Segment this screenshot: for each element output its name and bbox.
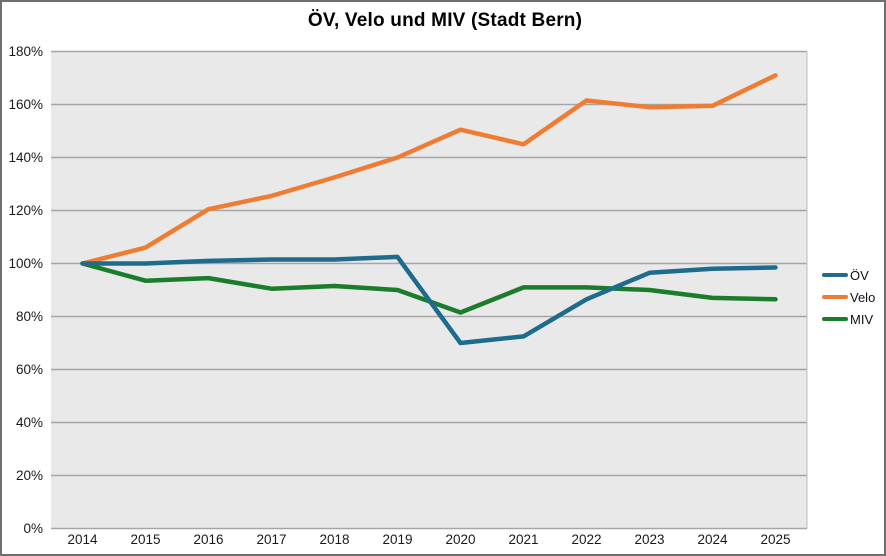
x-tick-label: 2014: [67, 532, 98, 547]
x-tick-label: 2017: [256, 532, 286, 547]
y-tick-label: 60%: [16, 362, 43, 377]
legend-swatch-miv: [822, 316, 848, 322]
x-tick-label: 2022: [571, 532, 601, 547]
y-tick-label: 20%: [16, 468, 43, 483]
x-tick-label: 2019: [382, 532, 412, 547]
y-tick-label: 180%: [8, 44, 43, 59]
legend-item-velo: Velo: [822, 286, 875, 308]
y-tick-label: 40%: [16, 415, 43, 430]
legend: ÖV Velo MIV: [822, 264, 875, 330]
legend-item-oev: ÖV: [822, 264, 875, 286]
chart-title: ÖV, Velo und MIV (Stadt Bern): [307, 10, 583, 31]
y-tick-label: 120%: [8, 203, 43, 218]
plot-background: [51, 51, 807, 529]
x-tick-label: 2021: [508, 532, 538, 547]
y-tick-label: 0%: [23, 521, 43, 536]
x-tick-label: 2024: [697, 532, 728, 547]
legend-label-velo: Velo: [850, 289, 876, 305]
x-tick-label: 2016: [193, 532, 223, 547]
series-line-velo: [80, 73, 778, 266]
y-tick-label: 160%: [8, 97, 43, 112]
x-tick-label: 2020: [445, 532, 475, 547]
y-tick-label: 100%: [8, 256, 43, 271]
x-tick-label: 2025: [760, 532, 790, 547]
legend-swatch-velo: [822, 294, 848, 300]
legend-item-miv: MIV: [822, 308, 875, 330]
legend-label-oev: ÖV: [850, 267, 869, 283]
x-tick-label: 2018: [319, 532, 349, 547]
x-tick-label: 2023: [634, 532, 664, 547]
legend-swatch-oev: [822, 272, 848, 278]
y-tick-label: 140%: [8, 150, 43, 165]
series-line-öv: [80, 254, 778, 346]
legend-label-miv: MIV: [850, 311, 874, 327]
x-tick-label: 2015: [130, 532, 160, 547]
y-tick-label: 80%: [16, 309, 43, 324]
